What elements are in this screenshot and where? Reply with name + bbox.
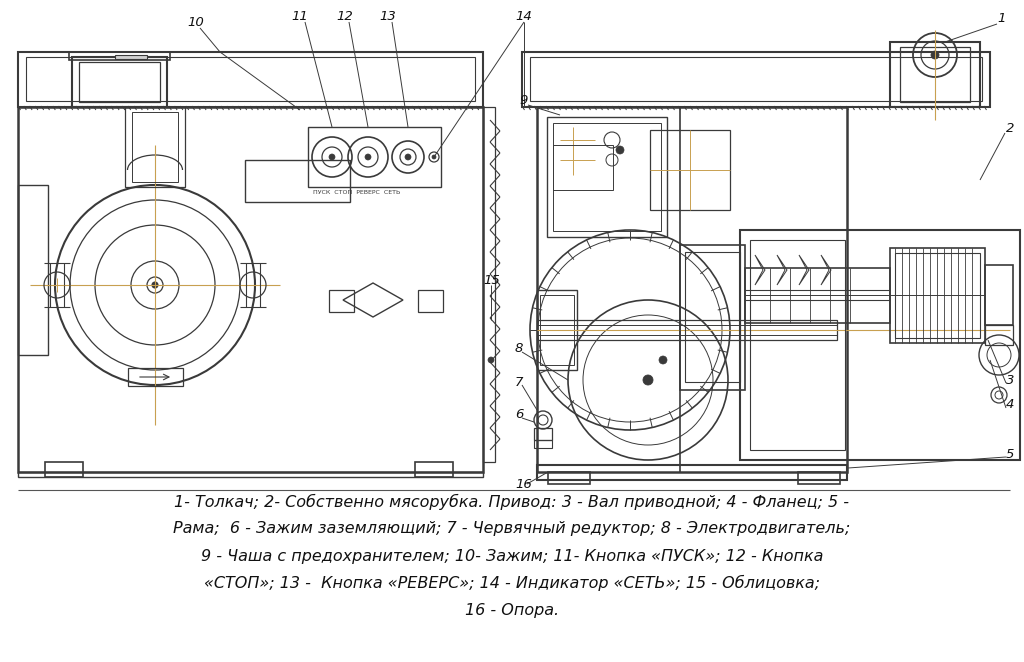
Bar bbox=[125, 107, 185, 187]
Bar bbox=[18, 52, 483, 107]
Bar bbox=[132, 112, 178, 182]
Bar bbox=[548, 472, 590, 484]
Circle shape bbox=[365, 154, 371, 160]
Bar bbox=[890, 248, 985, 343]
Bar bbox=[530, 57, 982, 101]
Circle shape bbox=[152, 282, 158, 288]
Bar bbox=[522, 52, 990, 107]
Circle shape bbox=[931, 51, 939, 59]
Circle shape bbox=[329, 154, 335, 160]
Text: 15: 15 bbox=[483, 273, 501, 287]
Circle shape bbox=[432, 155, 436, 159]
Bar bbox=[418, 290, 443, 312]
Bar bbox=[537, 107, 847, 472]
Bar bbox=[245, 160, 350, 202]
Text: 13: 13 bbox=[380, 9, 396, 23]
Bar bbox=[985, 325, 1013, 345]
Text: 4: 4 bbox=[1006, 399, 1014, 412]
Bar bbox=[79, 62, 160, 102]
Bar bbox=[553, 145, 613, 190]
Bar bbox=[890, 42, 980, 107]
Circle shape bbox=[659, 356, 667, 364]
Text: 9: 9 bbox=[520, 93, 528, 107]
Bar bbox=[740, 230, 1020, 460]
Text: 16 - Опора.: 16 - Опора. bbox=[465, 602, 559, 618]
Circle shape bbox=[616, 146, 624, 154]
Bar bbox=[18, 472, 483, 477]
Text: Рама;  6 - Зажим заземляющий; 7 - Червячный редуктор; 8 - Электродвигатель;: Рама; 6 - Зажим заземляющий; 7 - Червячн… bbox=[173, 522, 851, 536]
Bar bbox=[483, 107, 495, 462]
Bar bbox=[553, 123, 662, 231]
Bar bbox=[750, 240, 845, 450]
Bar bbox=[18, 185, 48, 355]
Circle shape bbox=[488, 357, 494, 363]
Bar bbox=[650, 130, 730, 210]
Bar bbox=[26, 57, 475, 101]
Text: 2: 2 bbox=[1006, 122, 1014, 134]
Bar bbox=[534, 440, 552, 448]
Bar bbox=[45, 462, 83, 477]
Text: 12: 12 bbox=[337, 9, 353, 23]
Bar bbox=[798, 472, 840, 484]
Bar bbox=[69, 52, 170, 60]
Text: 14: 14 bbox=[516, 9, 532, 23]
Text: ПУСК  СТОП  РЕВЕРС  СЕТЬ: ПУСК СТОП РЕВЕРС СЕТЬ bbox=[313, 189, 400, 195]
Bar bbox=[537, 290, 577, 370]
Text: 6: 6 bbox=[515, 408, 523, 422]
Text: 1: 1 bbox=[997, 11, 1007, 24]
Bar bbox=[115, 55, 147, 59]
Bar bbox=[537, 465, 847, 480]
Bar bbox=[72, 57, 167, 107]
Bar bbox=[537, 320, 837, 340]
Bar bbox=[985, 265, 1013, 325]
Bar bbox=[534, 428, 552, 440]
Text: 9 - Чаша с предохранителем; 10- Зажим; 11- Кнопка «ПУСК»; 12 - Кнопка: 9 - Чаша с предохранителем; 10- Зажим; 1… bbox=[201, 549, 823, 563]
Circle shape bbox=[643, 375, 653, 385]
Bar bbox=[128, 368, 183, 386]
Text: «СТОП»; 13 -  Кнопка «РЕВЕРС»; 14 - Индикатор «СЕТЬ»; 15 - Облицовка;: «СТОП»; 13 - Кнопка «РЕВЕРС»; 14 - Индик… bbox=[204, 575, 820, 591]
Bar bbox=[547, 117, 667, 237]
Bar bbox=[329, 290, 354, 312]
Circle shape bbox=[406, 154, 411, 160]
Bar bbox=[900, 47, 970, 102]
Bar bbox=[540, 295, 574, 365]
Bar bbox=[680, 245, 745, 390]
Text: 7: 7 bbox=[515, 375, 523, 389]
Text: 11: 11 bbox=[292, 9, 308, 23]
Text: 16: 16 bbox=[516, 479, 532, 491]
Bar bbox=[895, 253, 980, 338]
Bar bbox=[685, 252, 740, 382]
Text: 10: 10 bbox=[187, 15, 205, 28]
Bar bbox=[415, 462, 453, 477]
Text: 8: 8 bbox=[515, 342, 523, 354]
Bar bbox=[308, 127, 441, 187]
Text: 5: 5 bbox=[1006, 448, 1014, 461]
Text: 3: 3 bbox=[1006, 373, 1014, 387]
Bar bbox=[18, 107, 483, 472]
Text: 1- Толкач; 2- Собственно мясорубка. Привод: 3 - Вал приводной; 4 - Фланец; 5 -: 1- Толкач; 2- Собственно мясорубка. Прив… bbox=[174, 494, 850, 510]
Bar bbox=[745, 268, 890, 323]
